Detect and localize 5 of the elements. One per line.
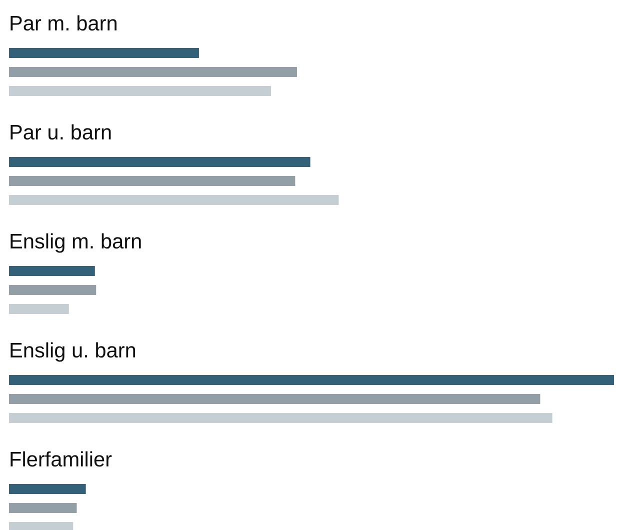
y-tick-label: Enslig u. barn bbox=[10, 342, 136, 362]
y-tick-label: Enslig m. barn bbox=[10, 233, 141, 253]
y-tick-label: Par u. barn bbox=[10, 124, 111, 140]
y-tick-label: Par m. barn bbox=[10, 15, 116, 31]
y-tick-label: Flerfamilier bbox=[10, 451, 112, 467]
